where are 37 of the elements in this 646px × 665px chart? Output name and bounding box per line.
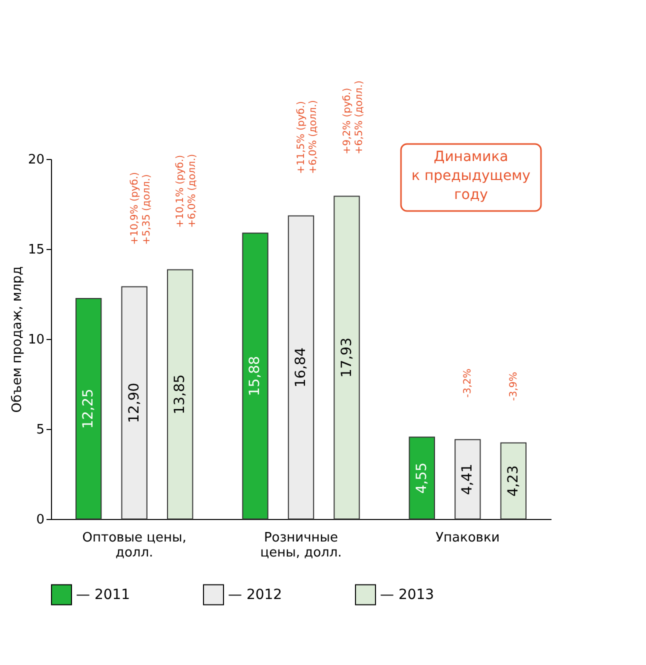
legend-label: — 2011: [76, 586, 130, 603]
data-label: 4,41: [460, 464, 476, 495]
y-tick-label: 15: [28, 242, 44, 258]
data-label: 4,55: [414, 462, 430, 494]
annotation: -3,2%: [462, 368, 474, 398]
bar: [242, 232, 268, 520]
y-axis-title: Объем продаж, млрд: [10, 266, 25, 413]
bar: [167, 269, 194, 520]
bar: [288, 215, 314, 520]
x-tick-label: Упаковки: [436, 530, 500, 546]
annotation: +11,5% (руб.) +6,0% (долл.): [296, 100, 319, 174]
data-label: 15,88: [247, 356, 264, 396]
annotation: +10,9% (руб.) +5,35 (долл.): [129, 172, 152, 245]
bar: [76, 298, 102, 520]
x-tick-label: Оптовые цены, долл.: [82, 530, 186, 560]
data-label: 12,90: [126, 382, 142, 423]
data-label: 12,25: [80, 388, 97, 429]
data-label: 17,93: [338, 338, 355, 378]
bar: [500, 442, 526, 520]
data-label: 4,23: [505, 465, 522, 497]
x-tick-label: Розничные цены, долл.: [260, 530, 342, 560]
data-label: 13,85: [172, 374, 188, 414]
y-tick-label: 0: [36, 512, 44, 528]
text: +9,2% (руб.) +6,5% (долл.): [342, 80, 365, 154]
y-tick-label: 20: [28, 152, 44, 168]
bar: [334, 196, 360, 520]
y-tick-label: 10: [28, 332, 44, 348]
annotation: Динамика к предыдущему году: [412, 149, 530, 203]
y-tick-label: 5: [36, 422, 44, 438]
annotation: +10,1% (руб.) +6,0% (долл.): [175, 154, 198, 228]
bar: [408, 436, 435, 520]
legend-label: — 2013: [380, 586, 434, 603]
data-label: 16,84: [293, 347, 309, 388]
annotation: -3,9%: [508, 372, 520, 401]
bar: [454, 439, 481, 520]
legend-label: — 2012: [228, 586, 282, 603]
bar: [121, 286, 148, 520]
